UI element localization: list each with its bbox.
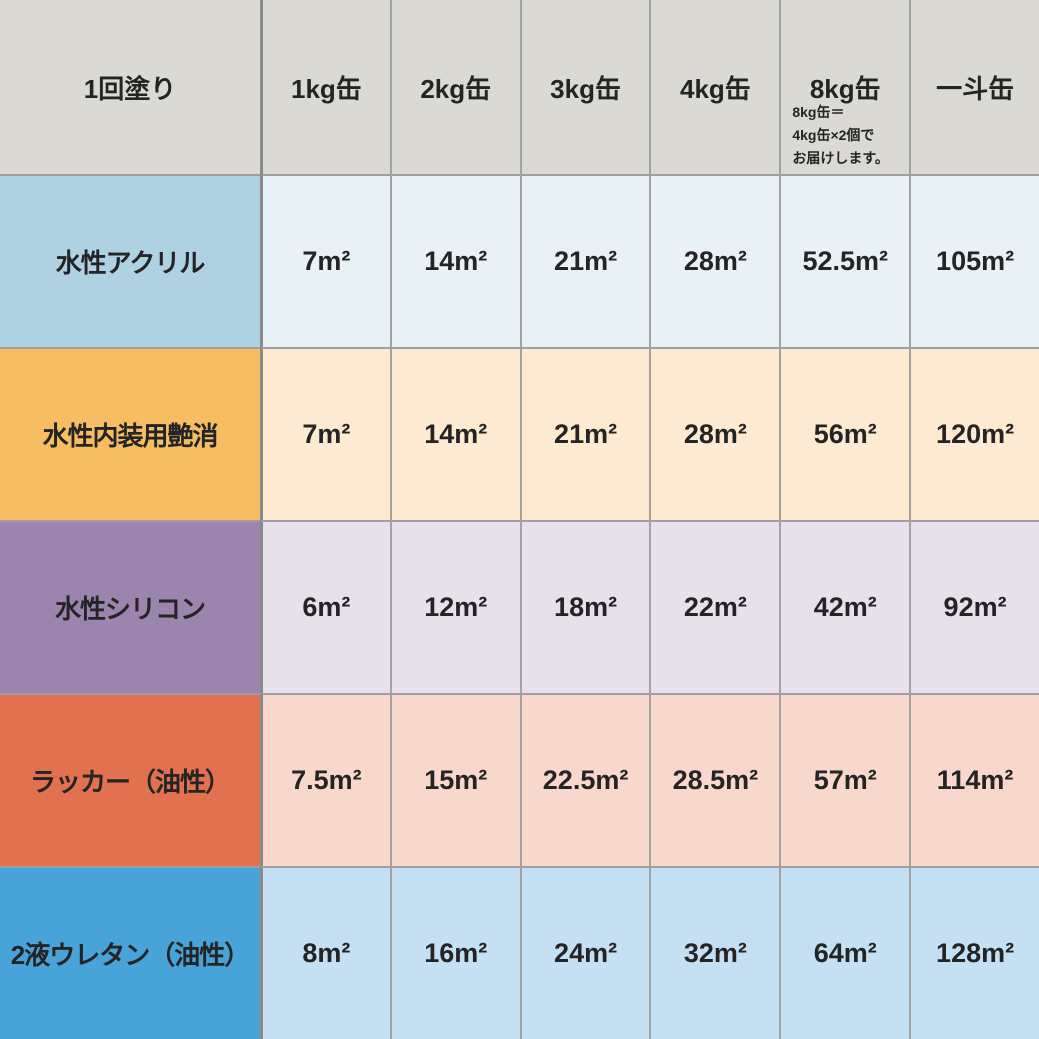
column-header-8kg: 8kg缶 8kg缶＝ 4kg缶×2個で お届けします。: [779, 0, 910, 174]
coverage-cell: 7m²: [260, 174, 390, 347]
column-header-3kg: 3kg缶: [519, 0, 650, 174]
coverage-cell: 28.5m²: [649, 693, 780, 866]
coverage-cell: 14m²: [389, 347, 520, 520]
coverage-cell: 24m²: [519, 866, 650, 1039]
coverage-cell: 56m²: [779, 347, 910, 520]
coverage-cell: 12m²: [389, 520, 520, 693]
row-label-suisei-silicon: 水性シリコン: [0, 520, 260, 693]
coverage-cell: 14m²: [389, 174, 520, 347]
corner-header: 1回塗り: [0, 0, 260, 174]
column-header-itto: 一斗缶: [909, 0, 1039, 174]
note-line: お届けします。: [792, 150, 889, 166]
coverage-cell: 52.5m²: [779, 174, 910, 347]
note-line: 8kg缶＝: [792, 104, 845, 120]
row-label-suisei-acrylic: 水性アクリル: [0, 174, 260, 347]
coverage-cell: 128m²: [909, 866, 1039, 1039]
coverage-cell: 15m²: [389, 693, 520, 866]
coverage-cell: 21m²: [519, 174, 650, 347]
coverage-cell: 7.5m²: [260, 693, 390, 866]
coverage-cell: 120m²: [909, 347, 1039, 520]
8kg-can-note: 8kg缶＝ 4kg缶×2個で お届けします。: [792, 101, 889, 170]
row-label-urethane: 2液ウレタン（油性）: [0, 866, 260, 1039]
coverage-cell: 22.5m²: [519, 693, 650, 866]
coverage-cell: 21m²: [519, 347, 650, 520]
column-header-8kg-label: 8kg缶: [809, 73, 881, 104]
note-line: 4kg缶×2個で: [792, 127, 875, 143]
column-header-1kg: 1kg缶: [260, 0, 390, 174]
coverage-cell: 16m²: [389, 866, 520, 1039]
coverage-cell: 28m²: [649, 174, 780, 347]
row-label-lacquer: ラッカー（油性）: [0, 693, 260, 866]
coverage-cell: 105m²: [909, 174, 1039, 347]
coverage-cell: 22m²: [649, 520, 780, 693]
coverage-cell: 18m²: [519, 520, 650, 693]
coverage-cell: 64m²: [779, 866, 910, 1039]
coverage-cell: 114m²: [909, 693, 1039, 866]
coverage-cell: 8m²: [260, 866, 390, 1039]
column-header-2kg: 2kg缶: [389, 0, 520, 174]
coverage-cell: 42m²: [779, 520, 910, 693]
coverage-cell: 92m²: [909, 520, 1039, 693]
coverage-cell: 7m²: [260, 347, 390, 520]
coverage-cell: 6m²: [260, 520, 390, 693]
row-label-suisei-naisou: 水性内装用艶消: [0, 347, 260, 520]
coverage-cell: 28m²: [649, 347, 780, 520]
column-header-4kg: 4kg缶: [649, 0, 780, 174]
coverage-cell: 57m²: [779, 693, 910, 866]
coverage-cell: 32m²: [649, 866, 780, 1039]
